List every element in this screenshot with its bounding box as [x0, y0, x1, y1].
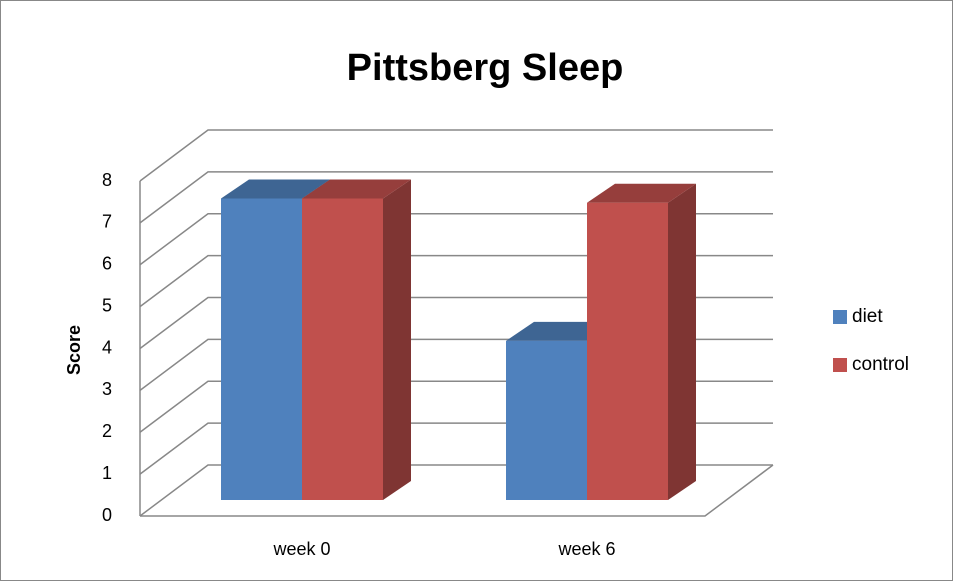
legend-label: diet [852, 306, 883, 327]
y-axis-label: Score [64, 325, 84, 375]
legend-swatch [833, 310, 847, 324]
bar [221, 198, 302, 500]
x-tick-label: week 6 [557, 539, 615, 559]
grid-line [139, 129, 773, 182]
y-tick-label: 0 [102, 505, 112, 525]
bar-side [383, 179, 411, 500]
y-tick-label: 4 [102, 337, 112, 357]
chart-title: Pittsberg Sleep [347, 47, 624, 89]
x-tick-label: week 0 [272, 539, 330, 559]
legend-swatch [833, 358, 847, 372]
grid-line [139, 213, 773, 266]
bar [302, 198, 383, 500]
legend-label: control [852, 354, 909, 375]
y-tick-label: 6 [102, 254, 112, 274]
bar-top [587, 183, 696, 203]
y-tick-label: 2 [102, 421, 112, 441]
bar-top [302, 179, 411, 199]
grid-line [139, 254, 773, 308]
bar [587, 202, 668, 500]
floor [140, 464, 774, 517]
y-tick-label: 8 [102, 170, 112, 190]
bar [506, 340, 587, 500]
y-tick-label: 3 [102, 379, 112, 399]
bar-top [221, 179, 330, 199]
y-tick-label: 7 [102, 212, 112, 232]
grid-line [139, 171, 773, 224]
bar-side [668, 183, 696, 500]
y-tick-label: 1 [102, 463, 112, 483]
grid-line [139, 296, 773, 350]
y-tick-label: 5 [102, 295, 112, 315]
